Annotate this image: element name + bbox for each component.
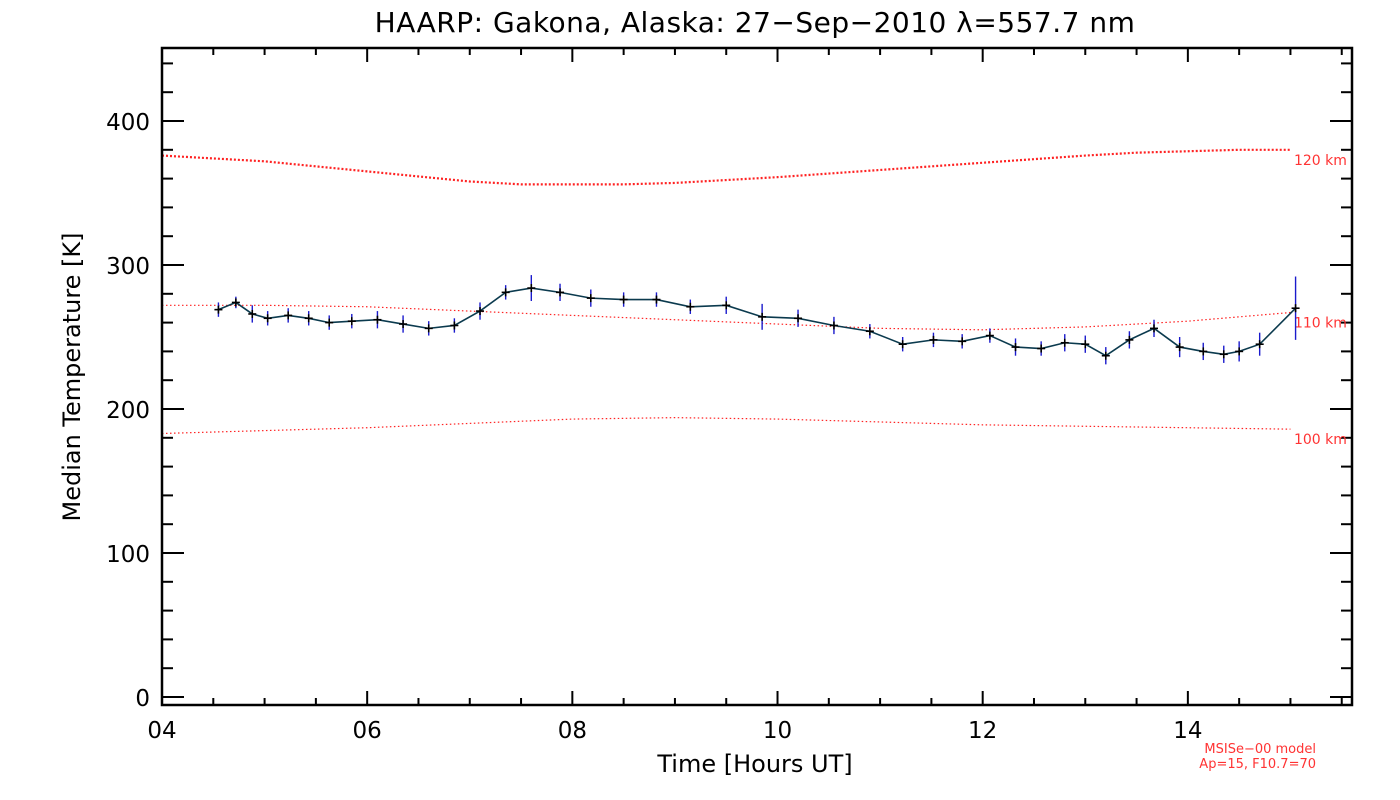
chart-title: HAARP: Gakona, Alaska: 27−Sep−2010 λ=557… bbox=[375, 6, 1136, 39]
y-tick-label: 0 bbox=[135, 686, 150, 712]
y-axis-label: Median Temperature [K] bbox=[58, 232, 86, 521]
x-tick-label: 04 bbox=[147, 718, 176, 744]
x-tick-label: 12 bbox=[968, 718, 997, 744]
model-curves: 120 km 110 km 100 km bbox=[161, 148, 1347, 448]
model-curve-100-km bbox=[161, 417, 1291, 435]
x-axis-ticks: 04 06 08 10 12 14 bbox=[147, 48, 1343, 744]
model-note-line-1: MSISe−00 model bbox=[1204, 742, 1316, 757]
series-line bbox=[218, 287, 1297, 357]
model-label-110-km: 110 km bbox=[1294, 316, 1347, 332]
x-axis-label: Time [Hours UT] bbox=[656, 750, 852, 778]
plot-frame bbox=[160, 46, 1354, 707]
x-tick-label: 08 bbox=[558, 718, 587, 744]
x-tick-label: 14 bbox=[1173, 718, 1202, 744]
x-tick-label: 06 bbox=[353, 718, 382, 744]
y-tick-label: 100 bbox=[106, 542, 150, 568]
model-note-line-2: Ap=15, F10.7=70 bbox=[1199, 757, 1316, 772]
y-axis-ticks: 0 100 200 300 400 bbox=[106, 62, 1352, 712]
model-label-120-km: 120 km bbox=[1294, 153, 1347, 169]
model-curve-120-km bbox=[161, 148, 1291, 186]
x-tick-label: 10 bbox=[763, 718, 792, 744]
model-label-100-km: 100 km bbox=[1294, 432, 1347, 448]
y-tick-label: 200 bbox=[106, 398, 150, 424]
y-tick-label: 300 bbox=[106, 254, 150, 280]
data-series bbox=[214, 275, 1300, 365]
y-tick-label: 400 bbox=[106, 110, 150, 136]
model-curve-110-km bbox=[162, 304, 1291, 331]
